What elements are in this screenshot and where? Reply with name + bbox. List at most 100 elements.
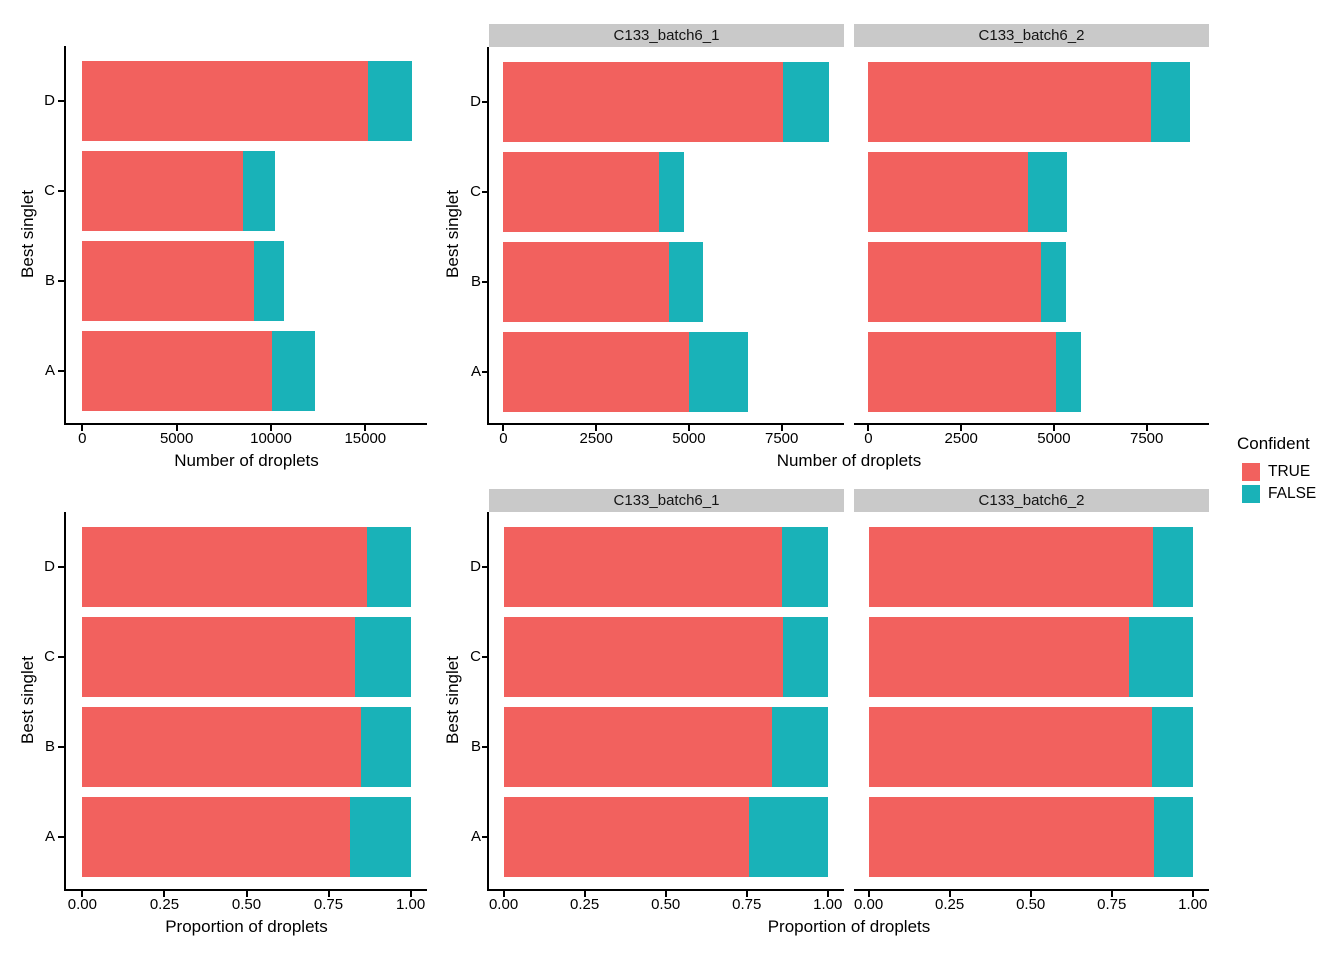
y-axis-title-counts-by-batch: Best singlet (443, 190, 462, 278)
facet-strip-label: C133_batch6_1 (613, 27, 720, 44)
bar-false-segment (1153, 527, 1193, 607)
y-tick-label: A (44, 828, 55, 845)
x-tick (960, 425, 963, 431)
x-tick (175, 425, 178, 431)
bar-false-segment (1129, 617, 1193, 697)
bar-true-segment (82, 61, 369, 141)
x-tick (163, 891, 166, 897)
y-axis-line (63, 512, 66, 891)
y-tick (481, 191, 487, 193)
bar-false-segment (782, 527, 828, 607)
bar-true-segment (868, 152, 1028, 232)
x-tick-label: 0.00 (488, 896, 519, 913)
x-tick-label: 0.00 (67, 896, 97, 913)
x-tick-label: 1.00 (395, 896, 426, 913)
bar-true-segment (82, 617, 356, 697)
x-tick (81, 425, 84, 431)
y-axis-title-proportions-by-batch: Best singlet (443, 656, 462, 744)
x-tick-label: 0 (78, 430, 87, 447)
x-tick-label: 0.75 (313, 896, 344, 913)
x-tick (583, 891, 586, 897)
x-axis-line (63, 888, 427, 891)
x-tick-label: 1.00 (813, 896, 843, 913)
x-tick (1052, 425, 1055, 431)
y-tick-label: D (44, 92, 55, 109)
x-axis-line (486, 422, 844, 425)
y-tick (481, 656, 487, 658)
x-tick-label: 10000 (250, 430, 292, 447)
x-tick-label: 0.75 (732, 896, 762, 913)
y-tick (58, 280, 64, 282)
bar-false-segment (1040, 242, 1066, 322)
bar-true-segment (82, 797, 350, 877)
bar-true-segment (868, 332, 1056, 412)
x-tick (81, 891, 84, 897)
legend-title: Confident (1237, 434, 1310, 453)
x-tick-label: 5000 (159, 430, 194, 447)
x-tick-label: 5000 (1037, 430, 1071, 447)
facet-strip-label: C133_batch6_2 (978, 27, 1085, 44)
y-tick-label: C (44, 182, 55, 199)
y-tick-label: B (470, 738, 481, 755)
bar-false-segment (1154, 797, 1193, 877)
bar-false-segment (349, 797, 411, 877)
x-tick-label: 1.00 (1178, 896, 1208, 913)
x-tick (867, 425, 870, 431)
x-tick-label: 0 (499, 430, 508, 447)
x-tick (867, 891, 870, 897)
y-tick (58, 656, 64, 658)
x-tick-label: 0 (864, 430, 873, 447)
bar-false-segment (1151, 62, 1191, 142)
bar-true-segment (82, 331, 272, 411)
y-tick (58, 746, 64, 748)
bar-false-segment (355, 617, 411, 697)
x-axis-line (63, 422, 427, 425)
x-tick-label: 2500 (944, 430, 978, 447)
y-tick-label: C (470, 648, 481, 665)
facet-strip: C133_batch6_2 (854, 24, 1209, 47)
bar-true-segment (868, 62, 1152, 142)
facet-strip-label: C133_batch6_1 (613, 492, 720, 509)
bar-false-segment (242, 151, 276, 231)
bar-true-segment (503, 152, 660, 232)
bar-true-segment (503, 242, 669, 322)
bar-false-segment (253, 241, 285, 321)
x-tick (1029, 891, 1032, 897)
bar-false-segment (1027, 152, 1067, 232)
bar-false-segment (771, 707, 828, 787)
y-tick-label: D (44, 558, 55, 575)
bar-false-segment (782, 617, 828, 697)
x-axis-line (854, 888, 1209, 891)
x-axis-line (854, 422, 1209, 425)
bar-false-segment (368, 61, 412, 141)
y-tick (481, 746, 487, 748)
legend-true-swatch-icon (1242, 463, 1260, 481)
x-tick-label: 0.75 (1097, 896, 1127, 913)
x-tick-label: 0.50 (651, 896, 681, 913)
bar-true-segment (82, 527, 368, 607)
bar-true-segment (82, 151, 243, 231)
bar-true-segment (82, 707, 362, 787)
bar-true-segment (868, 527, 1154, 607)
y-axis-title-proportions-combined: Best singlet (18, 656, 37, 744)
x-tick-label: 0.50 (1016, 896, 1046, 913)
y-tick (481, 371, 487, 373)
bar-false-segment (271, 331, 315, 411)
x-tick-label: 0.25 (935, 896, 965, 913)
x-tick (245, 891, 248, 897)
bar-false-segment (1055, 332, 1082, 412)
x-tick-label: 15000 (344, 430, 387, 447)
bar-false-segment (361, 707, 411, 787)
x-tick (327, 891, 330, 897)
y-tick (58, 566, 64, 568)
y-tick-label: A (470, 828, 481, 845)
bar-true-segment (503, 707, 772, 787)
x-tick (1145, 425, 1148, 431)
x-tick (780, 425, 783, 431)
y-tick (58, 100, 64, 102)
x-tick (269, 425, 272, 431)
legend-false-swatch-icon (1242, 485, 1260, 503)
y-tick-label: C (470, 183, 481, 200)
